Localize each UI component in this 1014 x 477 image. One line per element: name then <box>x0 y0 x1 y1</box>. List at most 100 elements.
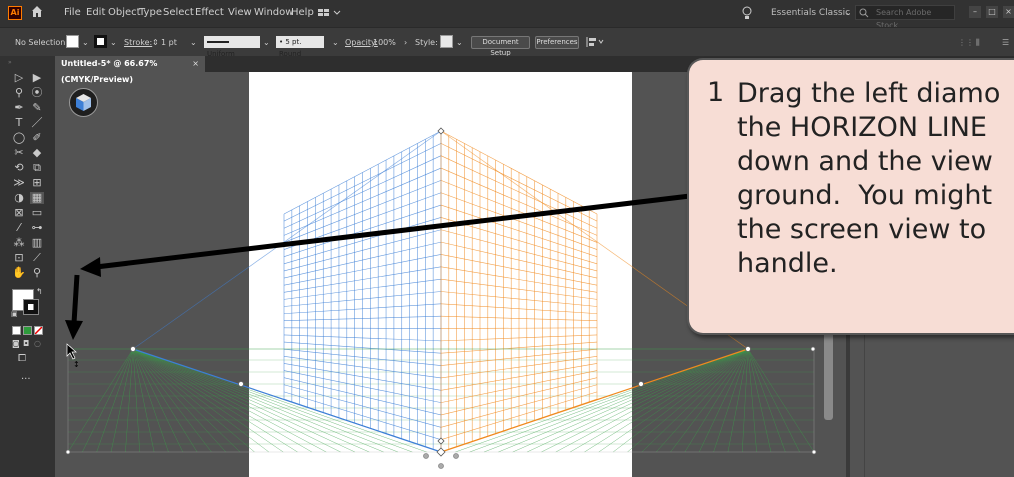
edit-toolbar-icon[interactable]: ··· <box>21 374 31 385</box>
plane-switching-widget[interactable] <box>69 88 98 117</box>
variable-width-profile[interactable]: Uniform <box>204 36 260 58</box>
direct-selection-tool-icon[interactable]: ▶ <box>32 71 42 84</box>
workspace-switcher[interactable]: Essentials Classic <box>771 8 851 18</box>
hand-tool-icon[interactable]: ✋ <box>12 266 26 279</box>
panel-grip-icon[interactable]: » <box>8 59 12 66</box>
slice-tool-icon[interactable]: ⟋ <box>33 251 41 264</box>
style-label: Style: <box>415 38 438 47</box>
menu-window[interactable]: Window <box>254 7 294 18</box>
brush-label: 5 pt. Round <box>279 38 302 58</box>
stroke-label[interactable]: Stroke: <box>124 38 153 47</box>
maximize-icon[interactable]: □ <box>986 6 998 18</box>
default-colors-icon[interactable]: ▣ <box>11 310 18 318</box>
selection-tool-icon[interactable]: ▷ <box>14 71 24 84</box>
eyedropper-tool-icon[interactable]: ⁄ <box>18 221 20 234</box>
menu-edit[interactable]: Edit <box>86 7 106 18</box>
none-mode-icon[interactable] <box>34 326 43 335</box>
stroke-weight-value[interactable]: 1 pt <box>161 38 177 47</box>
close-tab-icon[interactable]: × <box>192 59 199 68</box>
document-tab[interactable]: Untitled-5* @ 66.67% (CMYK/Preview) × <box>55 56 205 84</box>
paintbrush-tool-icon[interactable]: ✐ <box>32 131 42 144</box>
profile-label: Uniform <box>207 50 235 58</box>
lasso-tool-icon[interactable]: ⦿ <box>31 86 43 99</box>
menu-bar: Ai File Edit Object Type Select Effect V… <box>0 0 1014 30</box>
width-tool-icon[interactable]: ≫ <box>13 176 25 189</box>
cube-icon <box>76 94 91 111</box>
curvature-tool-icon[interactable]: ✎ <box>32 101 42 114</box>
zoom-tool-icon[interactable]: ⚲ <box>32 266 42 279</box>
fill-swatch[interactable] <box>66 35 79 48</box>
align-icon[interactable] <box>585 36 605 48</box>
scroll-track <box>846 305 850 477</box>
panel-options-icon[interactable]: ⋮⋮ <box>958 38 974 47</box>
blend-tool-icon[interactable]: ⊶ <box>31 221 43 234</box>
artboard-tool-icon[interactable]: ⊡ <box>14 251 24 264</box>
color-mode-icon[interactable] <box>12 326 21 335</box>
draw-normal-icon[interactable]: ◙ <box>12 339 20 348</box>
menu-file[interactable]: File <box>64 7 81 18</box>
pen-tool-icon[interactable]: ✒ <box>14 101 24 114</box>
draw-behind-icon[interactable]: ◘ <box>23 339 30 348</box>
chevron-down-icon[interactable]: ⌄ <box>456 38 463 47</box>
lightbulb-icon[interactable] <box>742 6 752 20</box>
preferences-button[interactable]: Preferences <box>535 36 579 49</box>
eraser-tool-icon[interactable]: ◆ <box>32 146 42 159</box>
document-tab-title: Untitled-5* @ 66.67% (CMYK/Preview) <box>61 59 158 84</box>
perspective-grid-tool-icon[interactable]: ▦ <box>30 191 44 204</box>
chevron-down-icon[interactable]: ⌄ <box>332 38 339 47</box>
free-transform-tool-icon[interactable]: ⊞ <box>32 176 42 189</box>
style-swatch[interactable] <box>440 35 453 48</box>
menu-object[interactable]: Object <box>108 7 141 18</box>
shape-builder-tool-icon[interactable]: ◑ <box>14 191 24 204</box>
gradient-tool-icon[interactable]: ▭ <box>31 206 43 219</box>
magic-wand-tool-icon[interactable]: ⚲ <box>14 86 24 99</box>
tools-panel: » ▷ ▶ ⚲ ⦿ ✒ ✎ T ／ ◯ ✐ ✂ ◆ ⟲ ⧉ ≫ ⊞ ◑ ▦ ⊠ … <box>0 56 55 477</box>
opacity-label[interactable]: Opacity: <box>345 38 378 47</box>
opacity-value[interactable]: 100% <box>373 38 396 47</box>
screen-mode-icon[interactable]: ⧠ <box>18 353 26 364</box>
stroke-color-box[interactable] <box>23 299 39 315</box>
ellipse-tool-icon[interactable]: ◯ <box>12 131 26 144</box>
rotate-tool-icon[interactable]: ⟲ <box>14 161 24 174</box>
home-icon[interactable] <box>31 5 43 18</box>
stroke-swatch[interactable] <box>94 35 107 48</box>
chevron-right-icon[interactable]: › <box>404 38 408 47</box>
menu-view[interactable]: View <box>228 7 252 18</box>
selection-status: No Selection <box>15 38 66 47</box>
symbol-sprayer-tool-icon[interactable]: ⁂ <box>13 236 25 249</box>
chevron-down-icon: ⌄ <box>845 8 852 17</box>
align-distribute-icon[interactable]: ⫼ <box>976 38 980 47</box>
draw-inside-icon[interactable]: ○ <box>34 339 41 348</box>
column-graph-tool-icon[interactable]: ▥ <box>31 236 43 249</box>
menu-select[interactable]: Select <box>163 7 194 18</box>
swap-colors-icon[interactable]: ↰ <box>36 287 43 296</box>
type-tool-icon[interactable]: T <box>15 116 23 129</box>
gradient-mode-icon[interactable] <box>23 326 32 335</box>
menu-type[interactable]: Type <box>139 7 162 18</box>
stock-search-input[interactable]: Search Adobe Stock <box>855 5 955 30</box>
chevron-down-icon[interactable]: ⌄ <box>263 38 270 47</box>
mesh-tool-icon[interactable]: ⊠ <box>14 206 24 219</box>
chevron-down-icon[interactable]: ⌄ <box>110 38 117 47</box>
menu-effect[interactable]: Effect <box>195 7 224 18</box>
minimize-icon[interactable]: – <box>969 6 981 18</box>
brush-definition[interactable]: • 5 pt. Round <box>276 36 324 58</box>
stroke-stepper-icon[interactable]: ⇕ <box>152 38 159 47</box>
document-setup-button[interactable]: Document Setup <box>471 36 530 57</box>
chevron-down-icon[interactable]: ⌄ <box>82 38 89 47</box>
vertical-scrollbar[interactable] <box>824 300 833 420</box>
chevron-down-icon[interactable]: ⌄ <box>190 38 197 47</box>
control-bar: No Selection ⌄ ⌄ Stroke: ⇕ 1 pt ⌄ Unifor… <box>0 27 1014 58</box>
callout-text: Drag the left diamo the HORIZON LINE dow… <box>737 78 1001 279</box>
callout-step-number: 1 <box>707 77 725 108</box>
scale-tool-icon[interactable]: ⧉ <box>33 161 41 174</box>
close-icon[interactable]: × <box>1003 6 1014 18</box>
line-tool-icon[interactable]: ／ <box>31 116 43 129</box>
svg-text:↕: ↕ <box>73 360 80 367</box>
menu-help[interactable]: Help <box>291 7 314 18</box>
right-plane-grid <box>440 130 598 453</box>
arrange-documents-icon[interactable] <box>318 8 342 18</box>
menu-lines-icon[interactable]: ☰ <box>1002 38 1010 47</box>
shaper-tool-icon[interactable]: ✂ <box>14 146 24 159</box>
